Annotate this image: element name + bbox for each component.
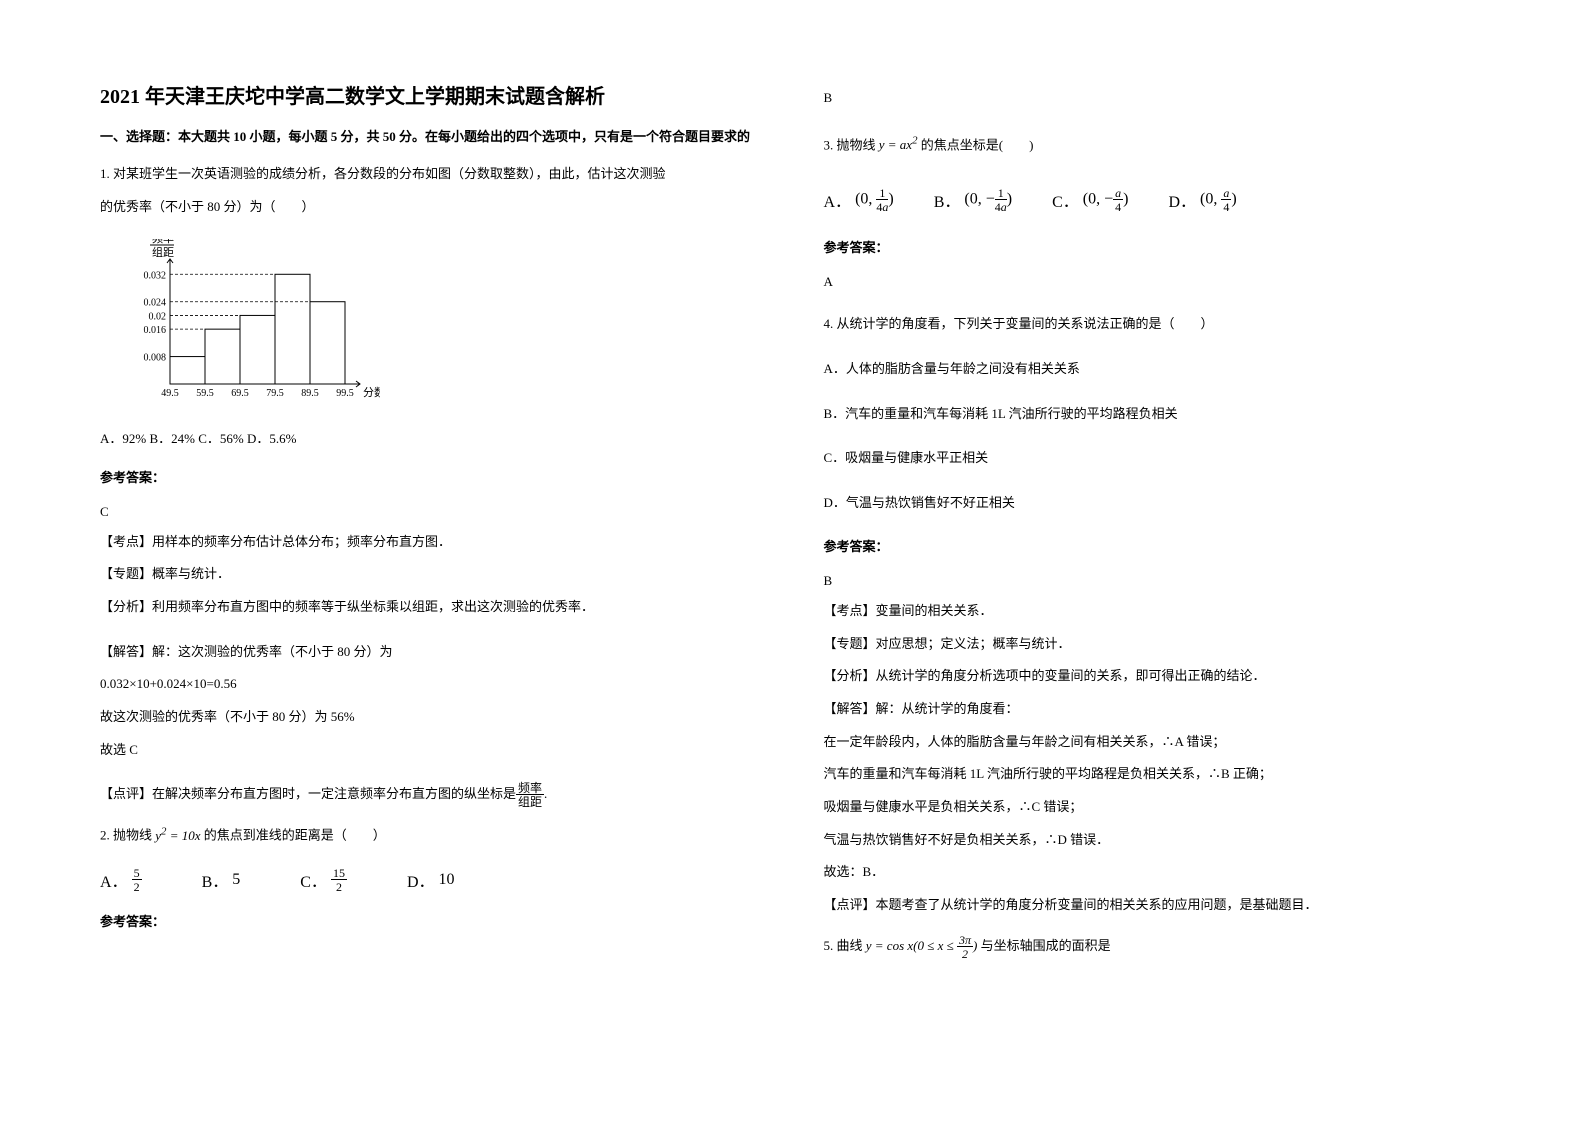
q4-answer-letter: B bbox=[824, 573, 1488, 589]
opt-label: A． bbox=[824, 188, 852, 212]
q5-formula: y = cos x(0 ≤ x ≤ 3π2) bbox=[866, 938, 981, 953]
opt-val: (0, −a4) bbox=[1083, 187, 1129, 213]
svg-text:0.032: 0.032 bbox=[144, 270, 167, 281]
q4-optB: B．汽车的重量和汽车每消耗 1L 汽油所行驶的平均路程负相关 bbox=[824, 402, 1488, 427]
q1-stem2: 的优秀率（不小于 80 分）为（ ） bbox=[100, 195, 764, 218]
q4-a1: 【考点】变量间的相关关系． bbox=[824, 599, 1488, 624]
q1-a5: 0.032×10+0.024×10=0.56 bbox=[100, 672, 764, 697]
opt-label: A． bbox=[100, 868, 128, 892]
svg-text:99.5: 99.5 bbox=[336, 388, 354, 399]
opt-label: D． bbox=[407, 868, 435, 892]
q3-answer-letter: A bbox=[824, 274, 1488, 290]
q3-optB: B． (0, −14a) bbox=[934, 187, 1012, 213]
q4-a8: 气温与热饮销售好不好是负相关关系，∴D 错误． bbox=[824, 828, 1488, 853]
q2-optD: D． 10 bbox=[407, 867, 455, 893]
svg-text:49.5: 49.5 bbox=[161, 388, 179, 399]
q1-a1: 【考点】用样本的频率分布估计总体分布；频率分布直方图． bbox=[100, 530, 764, 555]
left-column: 2021 年天津王庆坨中学高二数学文上学期期末试题含解析 一、选择题：本大题共 … bbox=[100, 80, 764, 1082]
q4-optD: D．气温与热饮销售好不好正相关 bbox=[824, 491, 1488, 516]
q1-options: A．92% B．24% C．56% D．5.6% bbox=[100, 428, 764, 447]
q4-a4: 【解答】解：从统计学的角度看： bbox=[824, 697, 1488, 722]
right-column: B 3. 抛物线 y = ax2 的焦点坐标是( ) A． (0, 14a) B… bbox=[824, 80, 1488, 1082]
opt-label: B． bbox=[934, 188, 961, 212]
opt-val: 5 bbox=[232, 871, 240, 889]
q2-optB: B． 5 bbox=[202, 867, 241, 893]
q2-answer-label: 参考答案： bbox=[100, 911, 764, 930]
opt-val: 10 bbox=[439, 871, 455, 889]
q4-a9: 故选：B． bbox=[824, 860, 1488, 885]
section-header: 一、选择题：本大题共 10 小题，每小题 5 分，共 50 分。在每小题给出的四… bbox=[100, 127, 764, 148]
q1-answer-label: 参考答案： bbox=[100, 467, 764, 486]
q3-optA: A． (0, 14a) bbox=[824, 187, 894, 213]
q3-answer-label: 参考答案： bbox=[824, 237, 1488, 256]
q4-optA: A．人体的脂肪含量与年龄之间没有相关关系 bbox=[824, 357, 1488, 382]
frac-15-2: 152 bbox=[331, 867, 347, 893]
q2-optC: C． 152 bbox=[300, 867, 347, 893]
q3-options: A． (0, 14a) B． (0, −14a) C． (0, −a4) D． … bbox=[824, 187, 1488, 213]
svg-text:频率: 频率 bbox=[152, 239, 174, 245]
q5-post: 与坐标轴围成的面积是 bbox=[981, 938, 1111, 953]
q1-a8: 【点评】在解决频率分布直方图时，一定注意频率分布直方图的纵坐标是频率组距. bbox=[100, 782, 764, 808]
q4-optC: C．吸烟量与健康水平正相关 bbox=[824, 446, 1488, 471]
q2-stem: 2. 抛物线 y2 = 10x 的焦点到准线的距离是（ ） bbox=[100, 822, 764, 847]
svg-text:0.02: 0.02 bbox=[149, 311, 167, 322]
q2-optA: A． 52 bbox=[100, 867, 142, 893]
page-title: 2021 年天津王庆坨中学高二数学文上学期期末试题含解析 bbox=[100, 80, 764, 109]
svg-text:89.5: 89.5 bbox=[301, 388, 319, 399]
q4-a7: 吸烟量与健康水平是负相关关系，∴C 错误； bbox=[824, 795, 1488, 820]
q3-optC: C． (0, −a4) bbox=[1052, 187, 1128, 213]
q4-a3: 【分析】从统计学的角度分析选项中的变量间的关系，即可得出正确的结论． bbox=[824, 664, 1488, 689]
q4-a2: 【专题】对应思想；定义法；概率与统计． bbox=[824, 632, 1488, 657]
opt-val: (0, 14a) bbox=[855, 187, 894, 213]
q1-a2: 【专题】概率与统计． bbox=[100, 562, 764, 587]
q1-a7: 故选 C bbox=[100, 738, 764, 763]
q4-answer-label: 参考答案： bbox=[824, 536, 1488, 555]
q1-a8-pre: 【点评】在解决频率分布直方图时，一定注意频率分布直方图的纵坐标是 bbox=[100, 786, 516, 801]
q2-options: A． 52 B． 5 C． 152 D． 10 bbox=[100, 867, 764, 893]
q4-stem: 4. 从统计学的角度看，下列关于变量间的关系说法正确的是（ ） bbox=[824, 312, 1488, 335]
opt-label: C． bbox=[1052, 188, 1079, 212]
svg-text:0.008: 0.008 bbox=[144, 352, 167, 363]
q5-stem: 5. 曲线 y = cos x(0 ≤ x ≤ 3π2) 与坐标轴围成的面积是 bbox=[824, 934, 1488, 960]
svg-text:69.5: 69.5 bbox=[231, 388, 249, 399]
q1-a3: 【分析】利用频率分布直方图中的频率等于纵坐标乘以组距，求出这次测验的优秀率． bbox=[100, 595, 764, 620]
q2-answer-letter: B bbox=[824, 90, 1488, 106]
q1-a4: 【解答】解：这次测验的优秀率（不小于 80 分）为 bbox=[100, 640, 764, 665]
opt-label: C． bbox=[300, 868, 327, 892]
svg-text:0.016: 0.016 bbox=[144, 325, 167, 336]
svg-text:0.024: 0.024 bbox=[144, 297, 167, 308]
q4-a6: 汽车的重量和汽车每消耗 1L 汽油所行驶的平均路程是负相关关系，∴B 正确； bbox=[824, 762, 1488, 787]
opt-val: (0, −14a) bbox=[964, 187, 1012, 213]
q3-optD: D． (0, a4) bbox=[1168, 187, 1236, 213]
svg-text:79.5: 79.5 bbox=[266, 388, 284, 399]
histogram-svg: 频率组距 0.008 0.016 0.02 0.024 0.032 49.5 59.5 69.5… bbox=[120, 239, 380, 409]
q1-histogram: 频率组距 0.008 0.016 0.02 0.024 0.032 49.5 59.5 69.5… bbox=[120, 239, 764, 414]
svg-text:组距: 组距 bbox=[152, 245, 174, 259]
frac-pinlv-zuju: 频率组距 bbox=[516, 782, 544, 808]
q1-answer-letter: C bbox=[100, 504, 764, 520]
opt-val: (0, a4) bbox=[1200, 187, 1237, 213]
q3-stem: 3. 抛物线 y = ax2 的焦点坐标是( ) bbox=[824, 132, 1488, 157]
q1-a6: 故这次测验的优秀率（不小于 80 分）为 56% bbox=[100, 705, 764, 730]
q5-pre: 5. 曲线 bbox=[824, 938, 863, 953]
q1-stem1: 1. 对某班学生一次英语测验的成绩分析，各分数段的分布如图（分数取整数），由此，… bbox=[100, 162, 764, 185]
frac-5-2: 52 bbox=[132, 867, 142, 893]
q4-a10: 【点评】本题考查了从统计学的角度分析变量间的相关关系的应用问题，是基础题目． bbox=[824, 893, 1488, 918]
svg-text:分数: 分数 bbox=[363, 386, 380, 399]
q4-a5: 在一定年龄段内，人体的脂肪含量与年龄之间有相关关系，∴A 错误； bbox=[824, 730, 1488, 755]
svg-text:59.5: 59.5 bbox=[196, 388, 214, 399]
opt-label: B． bbox=[202, 868, 229, 892]
opt-label: D． bbox=[1168, 188, 1196, 212]
